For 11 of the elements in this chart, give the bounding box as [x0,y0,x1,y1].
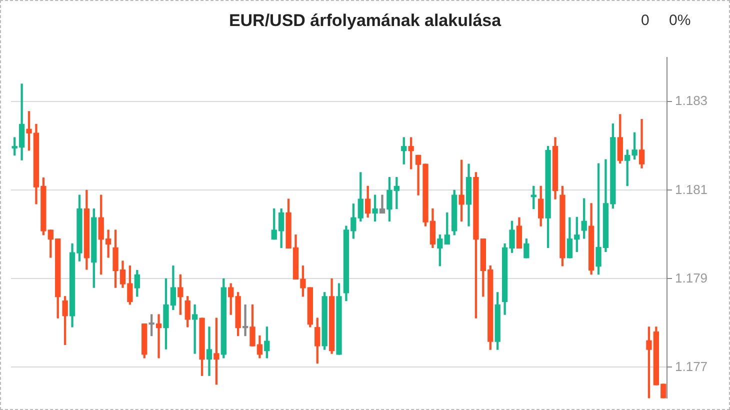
candlestick [242,304,248,336]
text: 0 [641,12,650,29]
y-tick-label: 1.177 [675,358,708,374]
candlestick [156,314,162,358]
y-tick-label: 1.179 [675,270,708,286]
y-tick-label: 1.183 [675,93,708,108]
chart-title: EUR/USD árfolyamának alakulása [228,10,502,30]
candlestick [192,304,198,354]
candlestick [206,326,212,376]
y-tick-label: 1.181 [675,182,708,197]
text: 0% [669,12,691,29]
